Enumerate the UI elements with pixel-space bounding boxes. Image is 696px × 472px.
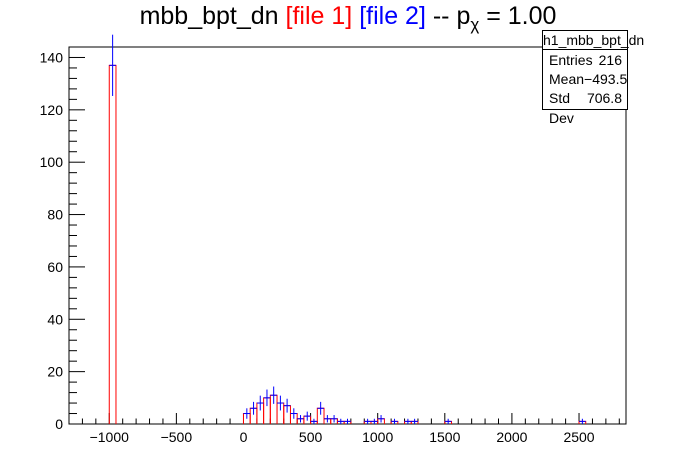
title-p-value: = 1.00 [486,2,557,30]
x-tick-label: −1000 [90,429,130,445]
x-tick-label: 1500 [429,429,460,445]
title-histogram-name: mbb_bpt_dn [139,2,279,30]
x-tick-label: −500 [161,429,193,445]
y-tick-label: 80 [47,207,63,223]
title-separator: -- p [432,2,471,30]
x-axis: −1000 −500 0 500 1000 1500 2000 2500 [81,413,620,445]
stats-label: Entries [549,52,593,68]
x-tick-label: 2000 [496,429,527,445]
series-file-1 [108,64,587,424]
title-subscript: χ [470,15,480,34]
stats-box: h1_mbb_bpt_dn Entries 216 Mean −493.5 St… [542,30,645,126]
y-tick-label: 120 [40,102,64,118]
y-tick-label: 100 [40,154,64,170]
x-tick-label: 2500 [563,429,594,445]
y-axis: 0 20 40 60 80 100 120 140 [40,49,85,432]
stats-value: 706.8 [586,90,622,106]
stats-histogram-name: h1_mbb_bpt_dn [543,32,645,50]
series-file-2 [109,34,586,424]
stats-row-mean: Mean −493.5 [543,69,627,88]
y-tick-label: 140 [40,49,64,65]
title-file-2: [file 2] [359,2,426,30]
stats-row-entries: Entries 216 [543,50,627,69]
y-tick-label: 0 [55,416,63,432]
chart-title: mbb_bpt_dn [file 1] [file 2] -- pχ = 1.0… [0,2,696,35]
stats-value: 216 [598,52,622,68]
y-tick-label: 40 [47,311,63,327]
x-tick-label: 1000 [362,429,393,445]
y-tick-label: 60 [47,259,63,275]
stats-label: Mean [549,71,585,87]
stats-label: Std Dev [549,90,574,126]
stats-row-std-dev: Std Dev 706.8 [543,88,627,126]
y-tick-label: 20 [47,364,63,380]
histogram-bin-file-1 [108,64,117,424]
x-tick-label: 500 [299,429,323,445]
stats-value: −493.5 [584,71,628,87]
x-tick-label: 0 [240,429,248,445]
title-file-1: [file 1] [285,2,353,30]
